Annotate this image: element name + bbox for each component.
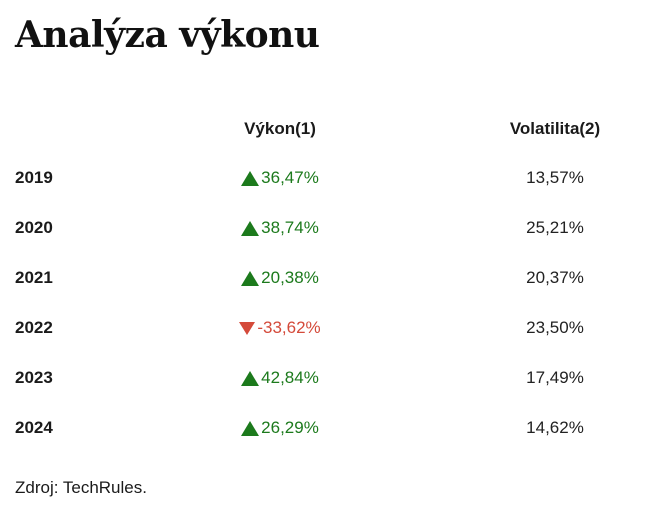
performance-text: 42,84% <box>261 368 319 387</box>
volatility-cell: 17,49% <box>526 368 584 387</box>
performance-value: 36,47% <box>241 168 319 188</box>
year-cell: 2023 <box>15 368 53 387</box>
performance-table: Výkon(1) Volatilita(2) 2019 36,47% 13,57… <box>0 105 656 453</box>
performance-cell: 26,29% <box>170 403 390 453</box>
year-cell: 2022 <box>15 318 53 337</box>
volatility-cell: 20,37% <box>526 268 584 287</box>
volatility-cell: 13,57% <box>526 168 584 187</box>
year-cell: 2019 <box>15 168 53 187</box>
source-note: Zdroj: TechRules. <box>15 478 147 497</box>
page-title: Analýza výkonu <box>15 14 320 56</box>
volatility-cell: 14,62% <box>526 418 584 437</box>
volatility-cell: 23,50% <box>526 318 584 337</box>
table-header-row: Výkon(1) Volatilita(2) <box>0 105 656 153</box>
performance-text: 26,29% <box>261 418 319 437</box>
column-header-year <box>15 105 165 153</box>
performance-text: 36,47% <box>261 168 319 187</box>
table-row: 2021 20,38% 20,37% <box>0 253 656 303</box>
performance-value: 26,29% <box>241 418 319 438</box>
triangle-up-icon <box>241 170 260 186</box>
year-cell: 2021 <box>15 268 53 287</box>
table-row: 2019 36,47% 13,57% <box>0 153 656 203</box>
performance-text: 38,74% <box>261 218 319 237</box>
table-row: 2022 -33,62% 23,50% <box>0 303 656 353</box>
performance-cell: 20,38% <box>170 253 390 303</box>
performance-value: 38,74% <box>241 218 319 238</box>
performance-value: 20,38% <box>241 268 319 288</box>
performance-cell: -33,62% <box>170 303 390 353</box>
triangle-up-icon <box>241 420 260 436</box>
year-cell: 2020 <box>15 218 53 237</box>
triangle-up-icon <box>241 270 260 286</box>
performance-text: 20,38% <box>261 268 319 287</box>
triangle-up-icon <box>241 370 260 386</box>
column-header-volatility: Volatilita(2) <box>509 119 601 138</box>
table-row: 2023 42,84% 17,49% <box>0 353 656 403</box>
triangle-up-icon <box>241 220 260 236</box>
column-header-performance: Výkon(1) <box>244 119 316 138</box>
table-row: 2020 38,74% 25,21% <box>0 203 656 253</box>
volatility-cell: 25,21% <box>526 218 584 237</box>
table-row: 2024 26,29% 14,62% <box>0 403 656 453</box>
performance-cell: 42,84% <box>170 353 390 403</box>
triangle-down-icon <box>239 321 256 335</box>
performance-value: 42,84% <box>241 368 319 388</box>
performance-cell: 38,74% <box>170 203 390 253</box>
performance-value: -33,62% <box>239 318 321 338</box>
year-cell: 2024 <box>15 418 53 437</box>
performance-text: -33,62% <box>257 318 321 337</box>
performance-cell: 36,47% <box>170 153 390 203</box>
